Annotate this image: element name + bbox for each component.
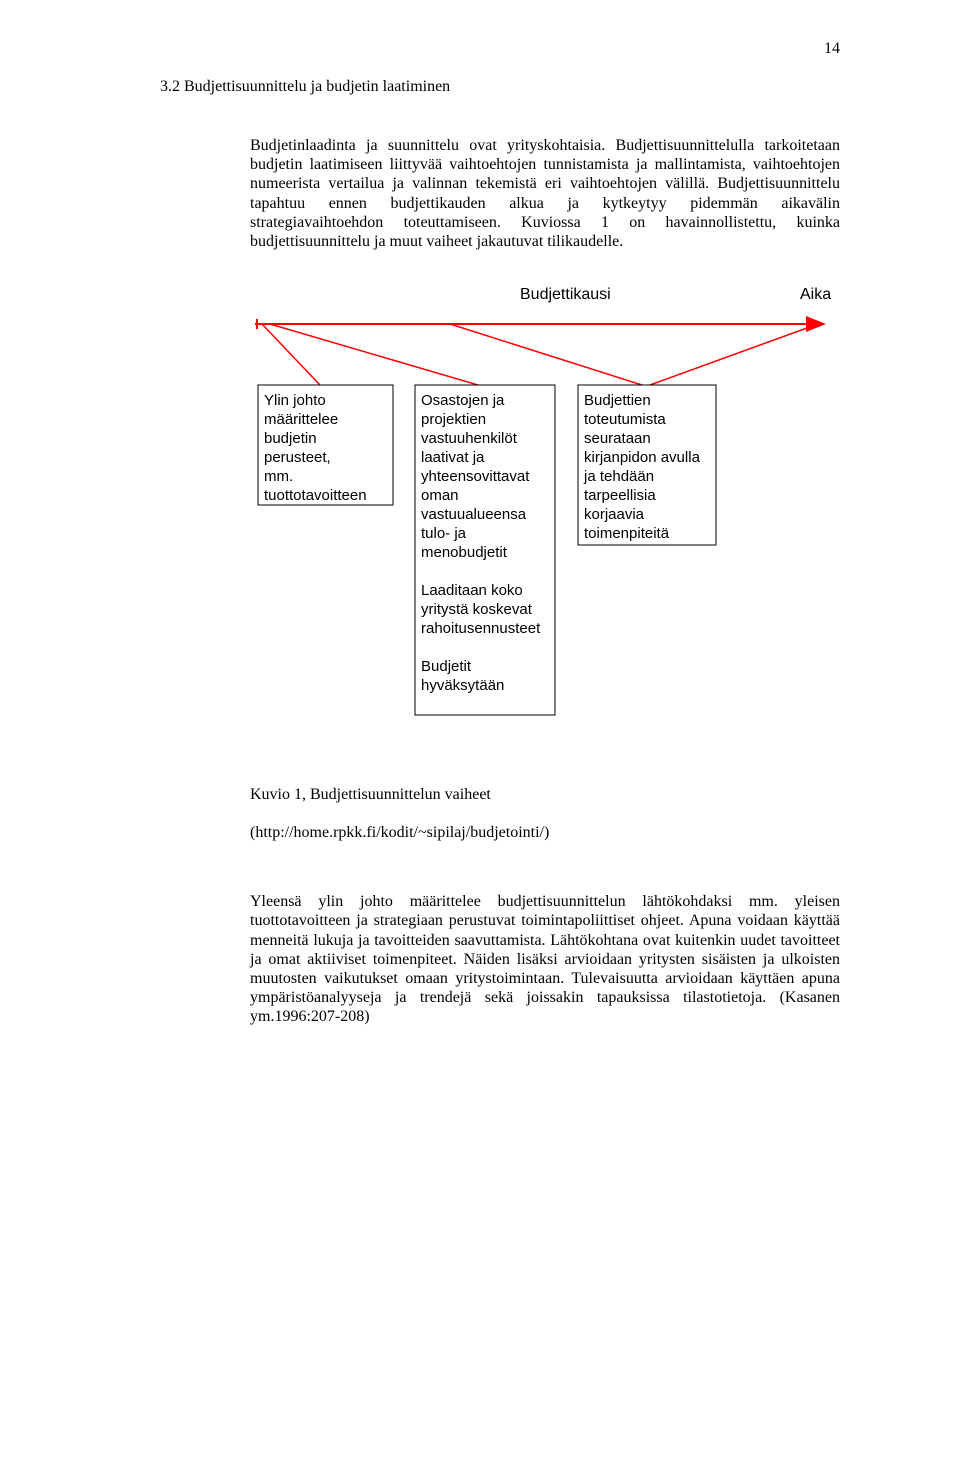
- svg-text:seurataan: seurataan: [584, 430, 651, 447]
- svg-text:Laaditaan koko: Laaditaan koko: [421, 582, 523, 599]
- svg-text:Budjetit: Budjetit: [421, 658, 472, 675]
- svg-text:Ylin johto: Ylin johto: [264, 392, 326, 409]
- svg-text:vastuualueensa: vastuualueensa: [421, 506, 527, 523]
- svg-text:määrittelee: määrittelee: [264, 411, 338, 428]
- svg-text:kirjanpidon avulla: kirjanpidon avulla: [584, 449, 701, 466]
- svg-text:oman: oman: [421, 487, 459, 504]
- document-page: 14 3.2 Budjettisuunnittelu ja budjetin l…: [0, 0, 960, 1106]
- flowchart-diagram: Budjettikausi Aika Ylin johto määrittelee bu…: [250, 281, 840, 756]
- svg-text:rahoitusennusteet: rahoitusennusteet: [421, 620, 541, 637]
- svg-text:tarpeellisia: tarpeellisia: [584, 487, 656, 504]
- svg-text:menobudjetit: menobudjetit: [421, 544, 508, 561]
- figure-caption: Kuvio 1, Budjettisuunnittelun vaiheet: [250, 786, 840, 804]
- svg-text:projektien: projektien: [421, 411, 486, 428]
- paragraph-2: Yleensä ylin johto määrittelee budjettis…: [250, 892, 840, 1026]
- figure-source-url: (http://home.rpkk.fi/kodit/~sipilaj/budj…: [250, 824, 840, 842]
- svg-text:yhteensovittavat: yhteensovittavat: [421, 468, 530, 485]
- paragraph-1: Budjetinlaadinta ja suunnittelu ovat yri…: [250, 136, 840, 251]
- svg-text:toimenpiteitä: toimenpiteitä: [584, 525, 670, 542]
- diagram-svg: Budjettikausi Aika Ylin johto määrittelee bu…: [250, 281, 840, 751]
- svg-text:hyväksytään: hyväksytään: [421, 677, 504, 694]
- svg-text:laativat ja: laativat ja: [421, 449, 485, 466]
- page-number: 14: [160, 40, 840, 58]
- svg-text:mm.: mm.: [264, 468, 293, 485]
- svg-text:Aika: Aika: [800, 286, 831, 303]
- svg-text:toteutumista: toteutumista: [584, 411, 666, 428]
- svg-text:korjaavia: korjaavia: [584, 506, 645, 523]
- svg-text:Budjettikausi: Budjettikausi: [520, 286, 611, 303]
- svg-text:tuottotavoitteen: tuottotavoitteen: [264, 487, 367, 504]
- content-block: Budjetinlaadinta ja suunnittelu ovat yri…: [250, 136, 840, 1026]
- svg-text:tulo- ja: tulo- ja: [421, 525, 467, 542]
- svg-text:ja tehdään: ja tehdään: [583, 468, 654, 485]
- svg-text:budjetin: budjetin: [264, 430, 317, 447]
- svg-text:yritystä koskevat: yritystä koskevat: [421, 601, 533, 618]
- svg-text:vastuuhenkilöt: vastuuhenkilöt: [421, 430, 518, 447]
- svg-text:Budjettien: Budjettien: [584, 392, 651, 409]
- section-heading: 3.2 Budjettisuunnittelu ja budjetin laat…: [160, 78, 840, 96]
- svg-text:Osastojen ja: Osastojen ja: [421, 392, 505, 409]
- svg-text:perusteet,: perusteet,: [264, 449, 331, 466]
